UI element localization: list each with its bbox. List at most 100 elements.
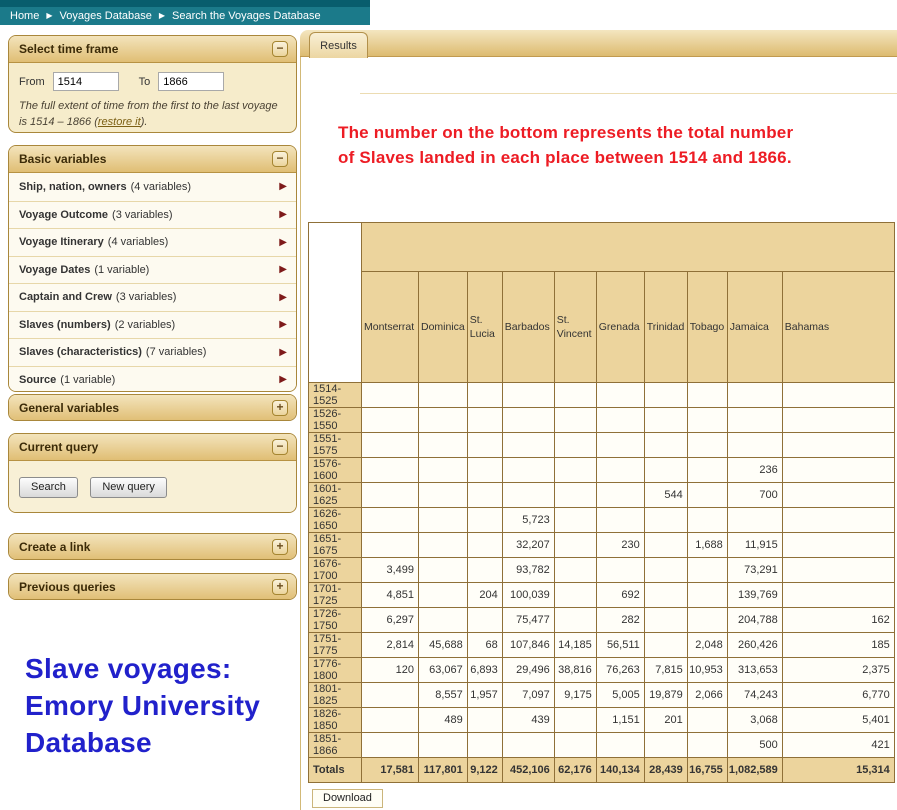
table-cell <box>361 457 419 483</box>
panel-select-time-frame-header[interactable]: Select time frame − <box>9 36 296 62</box>
breadcrumb: Home ▶ Voyages Database ▶ Search the Voy… <box>0 7 370 25</box>
table-row: 1626-1650 5,723 <box>308 507 895 533</box>
row-label: 1701-1725 <box>308 582 362 608</box>
tab-results[interactable]: Results <box>309 32 368 58</box>
table-cell <box>643 457 688 483</box>
table-cell <box>553 557 597 583</box>
table-row: 1826-1850 489 439 1,151 201 3,068 5,401 <box>308 707 895 733</box>
collapse-icon[interactable]: − <box>272 439 288 455</box>
table-cell: 68 <box>466 632 503 658</box>
search-button[interactable]: Search <box>19 477 78 498</box>
totals-cell: 62,176 <box>553 757 597 783</box>
breadcrumb-voyages-database[interactable]: Voyages Database <box>59 10 152 22</box>
panel-title: Select time frame <box>19 42 119 56</box>
chevron-right-icon: ▶ <box>279 374 287 386</box>
panel-basic-variables-header[interactable]: Basic variables − <box>9 146 296 172</box>
table-cell: 63,067 <box>418 657 468 683</box>
table-header-banner <box>361 222 895 272</box>
restore-it-link[interactable]: restore it <box>97 116 141 128</box>
download-button[interactable]: Download <box>312 789 383 808</box>
table-cell <box>781 582 895 608</box>
blue-annotation-line: Emory University <box>25 690 261 721</box>
table-cell: 6,297 <box>361 607 419 633</box>
table-cell: 204,788 <box>726 607 783 633</box>
table-cell: 107,846 <box>501 632 555 658</box>
table-cell <box>466 457 503 483</box>
chevron-right-icon: ▶ <box>279 346 287 358</box>
table-cell: 45,688 <box>418 632 468 658</box>
table-cell <box>726 382 783 408</box>
variable-group-item[interactable]: Voyage Itinerary (4 variables) ▶ <box>9 228 296 256</box>
table-cell: 3,499 <box>361 557 419 583</box>
table-cell: 9,175 <box>553 682 597 708</box>
table-cell <box>466 532 503 558</box>
table-cell: 7,097 <box>501 682 555 708</box>
row-label: 1626-1650 <box>308 507 362 533</box>
table-cell: 2,375 <box>781 657 895 683</box>
table-cell <box>643 407 688 433</box>
variable-group-item[interactable]: Voyage Outcome (3 variables) ▶ <box>9 200 296 229</box>
panel-previous-queries-header[interactable]: Previous queries + <box>9 574 296 599</box>
variable-group-item[interactable]: Captain and Crew (3 variables) ▶ <box>9 283 296 311</box>
table-cell <box>466 732 503 758</box>
panel-general-variables: General variables + <box>8 394 297 421</box>
variable-group-item[interactable]: Slaves (numbers) (2 variables) ▶ <box>9 310 296 339</box>
collapse-icon[interactable]: − <box>272 41 288 57</box>
new-query-button[interactable]: New query <box>90 477 167 498</box>
table-cell <box>686 707 728 733</box>
table-cell <box>361 482 419 508</box>
collapse-icon[interactable]: − <box>272 151 288 167</box>
table-cell <box>361 382 419 408</box>
variable-group-item[interactable]: Slaves (characteristics) (7 variables) ▶ <box>9 338 296 366</box>
variable-group-item[interactable]: Voyage Dates (1 variable) ▶ <box>9 255 296 284</box>
blue-annotation-line: Database <box>25 727 152 758</box>
table-row: 1801-1825 8,557 1,957 7,097 9,175 5,005 19,879… <box>308 682 895 708</box>
breadcrumb-home[interactable]: Home <box>10 10 40 22</box>
to-year-input[interactable] <box>158 72 225 91</box>
table-row: 1726-1750 6,297 75,477 282 204,788 162 <box>308 607 895 633</box>
panel-current-query-header[interactable]: Current query − <box>9 434 296 460</box>
table-cell: 201 <box>643 707 688 733</box>
panel-create-a-link: Create a link + <box>8 533 297 560</box>
panel-create-a-link-header[interactable]: Create a link + <box>9 534 296 559</box>
table-cell <box>466 432 503 458</box>
note-line2-suffix: ). <box>140 116 148 128</box>
table-cell: 6,893 <box>466 657 503 683</box>
expand-icon[interactable]: + <box>272 539 288 555</box>
table-cell <box>643 507 688 533</box>
column-header: St. Lucia <box>466 271 503 383</box>
panel-general-variables-header[interactable]: General variables + <box>9 395 296 420</box>
table-cell <box>553 482 597 508</box>
table-cell <box>553 382 597 408</box>
totals-cell: 16,755 <box>686 757 728 783</box>
from-year-input[interactable] <box>52 72 119 91</box>
blue-annotation: Slave voyages: Emory University Database <box>25 650 260 761</box>
table-row: 1526-1550 <box>308 407 895 433</box>
totals-cell: 17,581 <box>361 757 419 783</box>
variable-group-item[interactable]: Ship, nation, owners (4 variables) ▶ <box>9 173 296 201</box>
row-label: 1576-1600 <box>308 457 362 483</box>
expand-icon[interactable]: + <box>272 400 288 416</box>
basic-variables-list: Ship, nation, owners (4 variables) ▶ Voyage… <box>9 172 296 392</box>
time-frame-note: The full extent of time from the first t… <box>19 98 286 130</box>
breadcrumb-separator-icon: ▶ <box>158 10 166 20</box>
expand-icon[interactable]: + <box>272 579 288 595</box>
table-cell: 11,915 <box>726 532 783 558</box>
column-header: Jamaica <box>726 271 783 383</box>
table-cell <box>361 507 419 533</box>
note-line2: is 1514 – 1866 ( <box>19 116 98 128</box>
table-cell <box>361 682 419 708</box>
table-cell <box>686 607 728 633</box>
row-label: 1514-1525 <box>308 382 362 408</box>
row-label: 1776-1800 <box>308 657 362 683</box>
column-header: Grenada <box>595 271 645 383</box>
table-cell: 421 <box>781 732 895 758</box>
table-cell: 100,039 <box>501 582 555 608</box>
table-cell: 5,005 <box>595 682 645 708</box>
variable-group-count: (3 variables) <box>112 208 173 221</box>
table-row: 1676-1700 3,499 93,782 73,291 <box>308 557 895 583</box>
table-cell <box>553 582 597 608</box>
current-query-body: Search New query <box>9 460 296 512</box>
breadcrumb-separator-icon: ▶ <box>46 10 53 20</box>
variable-group-item[interactable]: Source (1 variable) ▶ <box>9 365 296 392</box>
